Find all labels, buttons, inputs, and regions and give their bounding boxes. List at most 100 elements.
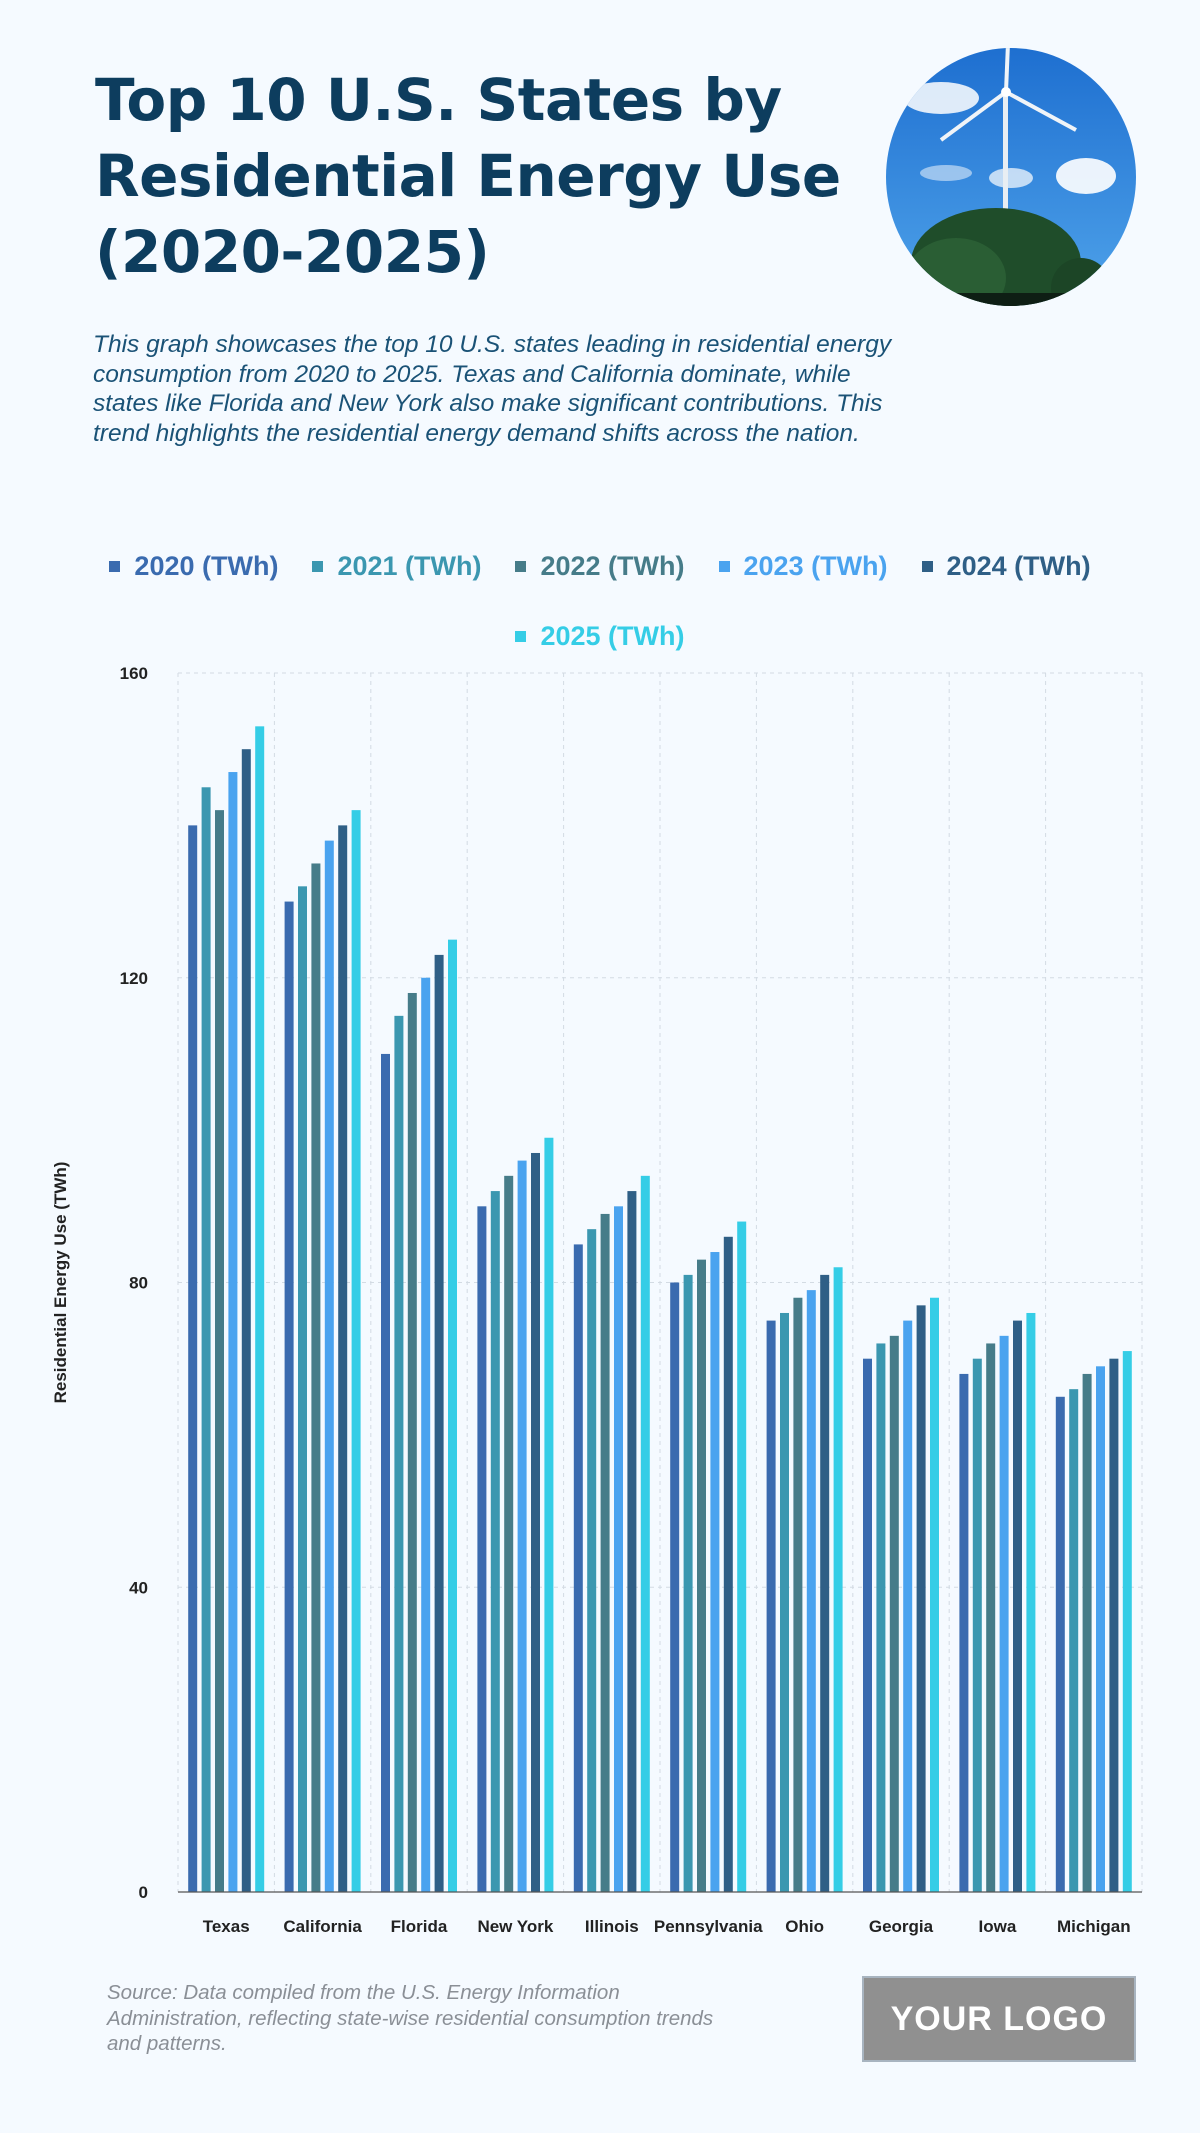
bar <box>531 1152 540 1892</box>
bar <box>723 1236 733 1892</box>
bar <box>517 1160 527 1892</box>
y-tick-label: 120 <box>120 969 148 988</box>
bar <box>999 1335 1009 1892</box>
bar <box>903 1320 913 1892</box>
bar <box>737 1221 747 1892</box>
legend-item: 2022 (TWh) <box>515 545 685 587</box>
legend-item: 2021 (TWh) <box>312 545 481 587</box>
bar <box>434 954 444 1892</box>
bar <box>201 787 211 1892</box>
bar <box>544 1137 554 1892</box>
bar <box>324 840 334 1892</box>
bar-chart: 0 40 80 120 160 Texas California Florida New Yor… <box>51 664 1143 1936</box>
legend-item: 2025 (TWh) <box>515 615 685 657</box>
bar <box>806 1290 816 1892</box>
bar <box>986 1343 996 1892</box>
legend-label: 2023 (TWh) <box>743 551 888 581</box>
bar <box>477 1206 487 1892</box>
legend-swatch <box>109 560 121 572</box>
legend-item: 2023 (TWh) <box>718 545 888 587</box>
bar <box>889 1335 899 1892</box>
legend-swatch <box>921 560 933 572</box>
bar <box>863 1358 872 1892</box>
bar <box>820 1274 830 1892</box>
bar <box>972 1358 982 1892</box>
bar <box>338 825 348 1892</box>
legend-swatch <box>312 560 324 572</box>
bar <box>241 749 251 1892</box>
bar <box>381 1053 390 1892</box>
bar <box>916 1305 926 1892</box>
bar <box>490 1191 500 1892</box>
bar <box>394 1015 404 1892</box>
y-tick-label: 80 <box>129 1274 148 1293</box>
legend-label: 2022 (TWh) <box>540 551 685 581</box>
x-tick-label: Pennsylvania <box>654 1917 763 1936</box>
logo-text: YOUR LOGO <box>890 1999 1108 2038</box>
legend-label: 2024 (TWh) <box>946 551 1091 581</box>
bar <box>421 977 431 1892</box>
bar <box>766 1320 776 1892</box>
source-note: Source: Data compiled from the U.S. Ener… <box>107 1981 714 2055</box>
legend-item: 2024 (TWh) <box>921 545 1091 587</box>
x-tick-label: Illinois <box>585 1917 639 1936</box>
bar <box>448 939 457 1892</box>
bar <box>298 886 307 1892</box>
bar <box>793 1297 803 1892</box>
bar <box>351 810 361 1893</box>
chart-title: Top 10 U.S. States by Residential Energy… <box>95 66 841 286</box>
x-tick-label: Ohio <box>785 1917 824 1936</box>
x-tick-label: New York <box>477 1917 553 1936</box>
bar <box>833 1267 843 1892</box>
bar <box>284 901 294 1892</box>
chart-subtitle: This graph showcases the top 10 U.S. sta… <box>93 331 892 447</box>
legend-label: 2021 (TWh) <box>337 551 482 581</box>
bar <box>600 1213 610 1892</box>
bar <box>1096 1366 1105 1892</box>
bar <box>710 1252 720 1892</box>
legend-item: 2020 (TWh) <box>109 545 278 587</box>
legend-swatch <box>718 560 730 572</box>
legend-label: 2020 (TWh) <box>134 551 279 581</box>
bar <box>876 1343 886 1892</box>
bar <box>1109 1358 1119 1892</box>
logo-placeholder: YOUR LOGO <box>862 1976 1136 2062</box>
y-tick-label: 0 <box>139 1883 148 1902</box>
bar <box>627 1191 637 1892</box>
y-tick-label: 160 <box>120 664 148 683</box>
wind-turbine-icon <box>886 48 1136 306</box>
legend-label: 2025 (TWh) <box>540 621 685 651</box>
x-tick-label: Texas <box>203 1917 250 1936</box>
bar <box>1055 1396 1065 1892</box>
bar <box>504 1175 514 1892</box>
bar <box>614 1206 623 1892</box>
bar <box>1069 1389 1079 1892</box>
bar <box>311 863 321 1892</box>
bar <box>683 1274 693 1892</box>
bar <box>1082 1373 1092 1892</box>
bar <box>573 1244 583 1892</box>
bar <box>188 825 198 1892</box>
legend-swatch <box>515 560 527 572</box>
bar <box>780 1312 789 1892</box>
bar <box>1013 1320 1022 1892</box>
chart-legend: 2020 (TWh) 2021 (TWh) 2022 (TWh) 2023 (TWh)… <box>80 545 1120 657</box>
legend-swatch <box>515 630 527 642</box>
bar <box>228 772 238 1893</box>
bar <box>1026 1312 1036 1892</box>
x-tick-label: California <box>283 1917 362 1936</box>
bar <box>215 810 224 1893</box>
bar <box>587 1229 597 1892</box>
bar <box>255 726 265 1892</box>
bar <box>959 1373 969 1892</box>
y-axis-title: Residential Energy Use (TWh) <box>51 1162 70 1404</box>
x-tick-label: Iowa <box>979 1917 1017 1936</box>
bar <box>670 1282 680 1892</box>
bar <box>640 1175 650 1892</box>
y-tick-label: 40 <box>129 1578 148 1597</box>
bar <box>697 1259 706 1892</box>
x-tick-label: Michigan <box>1057 1917 1131 1936</box>
bar <box>930 1297 939 1892</box>
wind-turbine-photo <box>886 48 1136 306</box>
x-tick-label: Florida <box>391 1917 448 1936</box>
